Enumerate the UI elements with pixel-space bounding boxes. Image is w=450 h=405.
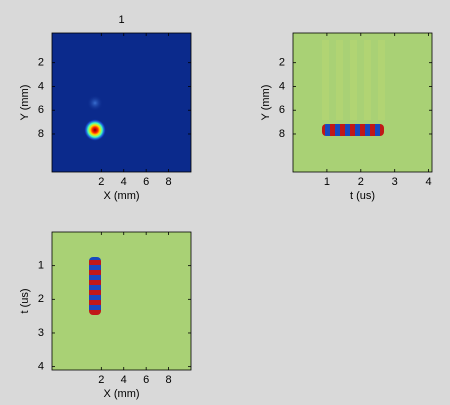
y-tick-label: 1 xyxy=(38,260,44,272)
x-tick-label: 6 xyxy=(143,176,149,188)
axes-title: 1 xyxy=(118,14,124,26)
x-axis-label: t (us) xyxy=(350,190,375,202)
image-feature xyxy=(322,124,384,136)
x-tick-label: 8 xyxy=(166,374,172,386)
y-tick-label: 6 xyxy=(38,104,44,116)
y-axis-label: t (us) xyxy=(19,288,31,313)
y-tick-label: 8 xyxy=(279,128,285,140)
y-tick-label: 3 xyxy=(38,327,44,339)
y-tick-label: 2 xyxy=(279,57,285,69)
x-tick-label: 6 xyxy=(143,374,149,386)
x-axis-label: X (mm) xyxy=(103,388,139,400)
x-tick-label: 4 xyxy=(426,176,432,188)
x-tick-label: 2 xyxy=(98,374,104,386)
y-tick-label: 4 xyxy=(38,80,44,92)
x-tick-label: 4 xyxy=(121,176,127,188)
y-tick-label: 2 xyxy=(38,57,44,69)
y-tick-label: 4 xyxy=(279,80,285,92)
y-tick-label: 6 xyxy=(279,104,285,116)
image-feature xyxy=(89,257,101,315)
image-feature xyxy=(87,95,103,111)
y-tick-label: 2 xyxy=(38,293,44,305)
y-axis-label: Y (mm) xyxy=(19,85,31,121)
image-panel xyxy=(52,232,191,370)
x-axis-label: X (mm) xyxy=(103,190,139,202)
x-tick-label: 4 xyxy=(121,374,127,386)
y-axis-label: Y (mm) xyxy=(260,85,272,121)
y-tick-label: 8 xyxy=(38,128,44,140)
axes-frame xyxy=(51,32,192,173)
x-tick-label: 2 xyxy=(358,176,364,188)
image-feature xyxy=(320,40,390,120)
x-tick-label: 8 xyxy=(166,176,172,188)
image-panel xyxy=(52,33,191,172)
x-tick-label: 2 xyxy=(98,176,104,188)
image-feature xyxy=(84,119,106,141)
x-tick-label: 1 xyxy=(324,176,330,188)
x-tick-label: 3 xyxy=(392,176,398,188)
axes-frame xyxy=(51,231,192,371)
y-tick-label: 4 xyxy=(38,361,44,373)
axes-frame xyxy=(292,32,433,173)
